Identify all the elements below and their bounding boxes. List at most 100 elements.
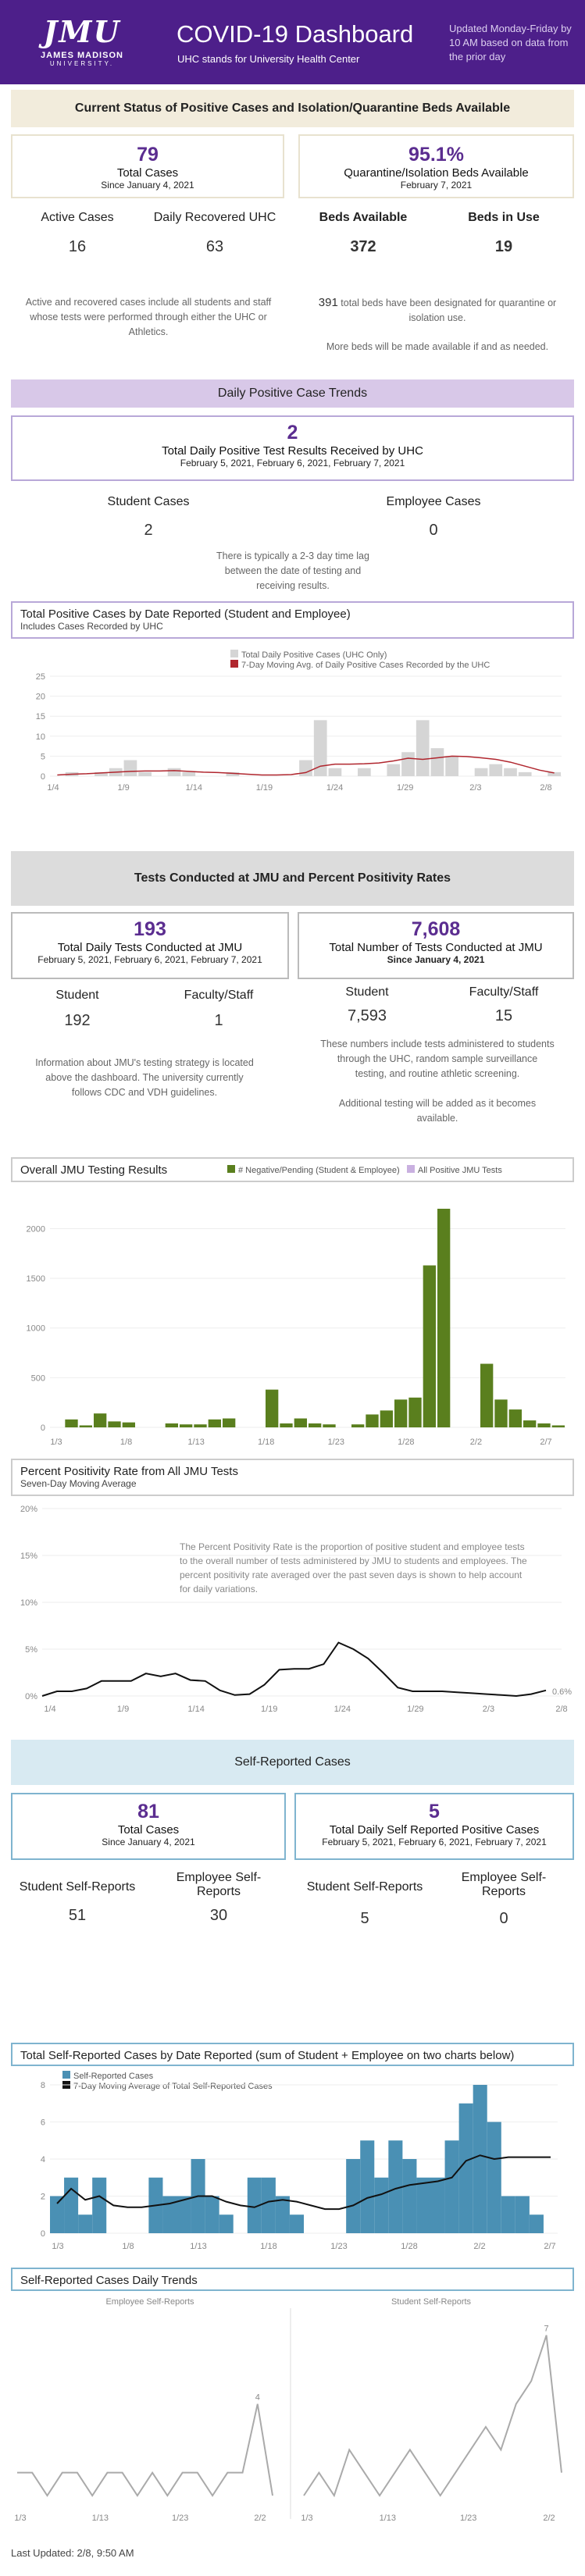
chart1-ytick: 0	[41, 772, 45, 782]
chart2-bar	[523, 1420, 537, 1427]
chart2-xtick: 1/23	[328, 1438, 344, 1447]
chart1-bar	[313, 720, 327, 776]
chart1-subtitle: Includes Cases Recorded by UHC	[20, 621, 163, 632]
chart2-bar	[323, 1424, 336, 1427]
legend-text: # Negative/Pending (Student & Employee)	[238, 1166, 400, 1175]
employee-cases-value: 0	[429, 522, 438, 539]
daily-self-student-value: 5	[360, 1910, 369, 1927]
chart4-header: Total Self-Reported Cases by Date Report…	[11, 2043, 574, 2066]
chart1-xtick: 1/19	[256, 783, 273, 793]
chart1-ytick: 20	[36, 693, 45, 702]
chart4-bar	[374, 2177, 389, 2233]
chart2-xtick: 1/3	[50, 1438, 62, 1447]
chart2-bar	[537, 1423, 551, 1427]
chart1-ytick: 15	[36, 712, 45, 721]
chart2-bar	[294, 1418, 307, 1427]
self-student-label: Student Self-Reports	[19, 1880, 136, 1894]
total-tests-since: Since January 4, 2021	[387, 954, 485, 965]
chart2-header: Overall JMU Testing Results # Negative/P…	[11, 1157, 574, 1182]
chart4-ytick: 8	[41, 2081, 45, 2090]
chart4-bar	[360, 2140, 375, 2233]
beds-use-value: 19	[494, 238, 513, 255]
chart1-header: Total Positive Cases by Date Reported (S…	[11, 601, 574, 639]
beds-pct-card: 95.1% Quarantine/Isolation Beds Availabl…	[298, 134, 574, 198]
legend-swatch-blue	[62, 2071, 70, 2079]
chart2-bar	[494, 1399, 508, 1427]
self-employee-label: Employee Self-Reports	[176, 1871, 262, 1898]
tests-student-label: Student	[55, 989, 99, 1002]
total-faculty-label: Faculty/Staff	[469, 985, 539, 999]
tests-faculty-label: Faculty/Staff	[184, 989, 254, 1002]
chart4-bar	[515, 2196, 530, 2233]
chart4-bar	[275, 2196, 290, 2233]
chart2-ytick: 2000	[27, 1224, 45, 1234]
chart4-ytick: 6	[41, 2118, 45, 2128]
chart4-bar	[219, 2214, 234, 2233]
chart2-xtick: 1/28	[398, 1438, 414, 1447]
chart3-xtick: 1/29	[407, 1705, 423, 1714]
chart3-ytick: 10%	[20, 1598, 37, 1608]
legend-text: All Positive JMU Tests	[417, 1166, 502, 1175]
chart1-legend: Total Daily Positive Cases (UHC Only) 7-…	[230, 650, 490, 670]
chart4-bar	[458, 2103, 473, 2233]
chart1-bar	[416, 720, 430, 776]
chart2-xtick: 1/8	[120, 1438, 132, 1447]
chart4-bar	[346, 2159, 361, 2233]
chart5-employee-xtick: 2/2	[254, 2514, 266, 2523]
chart1-bar	[445, 756, 458, 776]
chart4-bar	[78, 2214, 93, 2233]
self-total-since: Since January 4, 2021	[102, 1837, 195, 1847]
chart4-xtick: 1/18	[260, 2242, 276, 2251]
chart3-ytick: 5%	[25, 1645, 37, 1655]
daily-tests-label: Total Daily Tests Conducted at JMU	[57, 941, 243, 954]
chart1-bar	[167, 768, 181, 776]
chart4-bar	[205, 2196, 219, 2233]
daily-tests-value: 193	[134, 918, 166, 940]
chart2-xtick: 2/7	[540, 1438, 551, 1447]
chart4-bar	[487, 2122, 501, 2233]
chart1-bar	[95, 771, 108, 776]
tests-faculty-value: 1	[214, 1012, 223, 1029]
chart5-left-title: Employee Self-Reports	[105, 2297, 194, 2307]
beds-pct-value: 95.1%	[408, 144, 464, 166]
chart2-title: Overall JMU Testing Results	[20, 1163, 168, 1177]
chart4-xtick: 1/8	[122, 2242, 134, 2251]
chart2-bar	[94, 1413, 107, 1427]
chart4-bar	[430, 2177, 445, 2233]
chart2-bar	[208, 1419, 221, 1427]
chart4-xtick: 1/28	[401, 2242, 417, 2251]
chart1-bar	[401, 752, 415, 776]
chart4-bar	[50, 2196, 65, 2233]
total-cases-card: 79 Total Cases Since January 4, 2021	[11, 134, 284, 198]
chart2-bar	[165, 1423, 178, 1427]
self-daily-card: 5 Total Daily Self Reported Positive Cas…	[294, 1793, 574, 1860]
chart1-xtick: 1/24	[326, 783, 343, 793]
chart2-bar	[351, 1424, 365, 1427]
chart2-bar	[309, 1423, 322, 1427]
self-total-value: 81	[137, 1801, 159, 1822]
chart1-bar	[328, 768, 342, 776]
chart4-title: Total Self-Reported Cases by Date Report…	[20, 2049, 515, 2062]
chart3-title: Percent Positivity Rate from All JMU Tes…	[20, 1465, 238, 1478]
self-total-label: Total Cases	[117, 1823, 180, 1837]
chart5-student-xtick: 1/13	[380, 2514, 396, 2523]
daily-positive-dates: February 5, 2021, February 6, 2021, Febr…	[180, 458, 405, 469]
chart2-bar	[108, 1421, 121, 1427]
chart2-bar	[266, 1389, 279, 1427]
chart1-legend-bar: Total Daily Positive Cases (UHC Only)	[230, 650, 490, 660]
chart2-bar	[394, 1399, 408, 1427]
tests-note-right2: Additional testing will be added as it b…	[338, 1098, 537, 1124]
chart2-bar	[508, 1409, 522, 1427]
jmu-logo[interactable]: JMU JAMES MADISON UNIVERSITY.	[16, 14, 148, 67]
chart2-xtick: 1/13	[187, 1438, 204, 1447]
chart2-bar	[180, 1424, 193, 1427]
chart4-moving-avg-line	[56, 2154, 551, 2211]
chart1-bar	[489, 764, 503, 776]
chart5-student-xtick: 1/3	[301, 2514, 312, 2523]
chart3-xtick: 1/9	[117, 1705, 129, 1714]
chart3-xtick: 1/14	[187, 1705, 204, 1714]
chart1-bar	[430, 748, 444, 776]
legend-swatch-green	[227, 1165, 235, 1173]
chart4-bar	[529, 2214, 544, 2233]
chart2-ytick: 500	[31, 1374, 45, 1383]
